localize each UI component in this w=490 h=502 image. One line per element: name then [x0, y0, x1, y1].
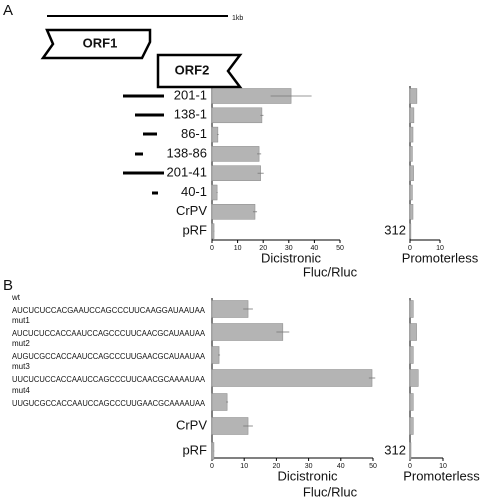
x-tick-label: 50: [336, 245, 344, 252]
x-tick-label: 40: [311, 245, 319, 252]
bar: [409, 107, 415, 124]
bar: [211, 126, 219, 143]
category-label: CrPV: [176, 417, 207, 432]
annotation: 312: [384, 442, 406, 457]
bar: [409, 184, 413, 201]
category-label: 138-86: [167, 145, 207, 160]
bar: [211, 204, 256, 220]
scale-label: 1kb: [232, 15, 243, 22]
bar: [211, 165, 261, 181]
x-axis-label: Promoterless: [402, 250, 479, 265]
category-label: mut4: [12, 386, 30, 395]
bar: [211, 369, 373, 387]
bar: [409, 204, 414, 220]
x-tick-label: 10: [436, 245, 444, 252]
bar: [409, 223, 412, 239]
x-tick-label: 0: [408, 245, 412, 252]
category-label: mut2: [12, 339, 30, 348]
orf-label: ORF1: [83, 35, 118, 50]
bar: [409, 146, 413, 162]
x-tick-label: 30: [305, 463, 313, 470]
bar: [409, 88, 418, 104]
x-tick-label: 20: [273, 463, 281, 470]
x-tick-label: 10: [240, 463, 248, 470]
bar: [409, 126, 414, 143]
category-label: 201-41: [167, 165, 207, 180]
category-label: 40-1: [181, 184, 207, 199]
category-label: mut1: [12, 316, 30, 325]
x-tick-label: 0: [210, 245, 214, 252]
bar: [409, 393, 414, 411]
x-tick-label: 20: [259, 245, 267, 252]
shared-axis-label: Fluc/Rluc: [303, 264, 358, 279]
x-tick-label: 30: [285, 245, 293, 252]
x-tick-label: 0: [210, 463, 214, 470]
x-tick-label: 40: [337, 463, 345, 470]
category-label: 201-1: [174, 87, 207, 102]
sequence: AUCUCUCCACCAAUCCAGCCCUUCAACGCAUAAUAA: [12, 329, 206, 338]
bar: [211, 393, 228, 411]
x-tick-label: 10: [234, 245, 242, 252]
category-label: mut3: [12, 362, 30, 371]
category-label: 86-1: [181, 126, 207, 141]
annotation: 312: [384, 223, 406, 238]
bar: [211, 323, 284, 341]
bar: [211, 223, 215, 239]
orf-arrow: [40, 28, 152, 60]
x-tick-label: 50: [369, 463, 377, 470]
category-label: pRF: [182, 223, 207, 238]
bar: [211, 184, 218, 201]
sequence: AUCUCUCCACGAAUCCAGCCCUUCAAGGAUAAUAA: [12, 306, 206, 315]
bar: [409, 417, 414, 435]
bar: [211, 417, 249, 435]
sequence: UUGUCGCCACCAAUCCAGCCCUUGAACGCAAAAUAA: [12, 399, 206, 408]
x-tick-label: 10: [439, 463, 447, 470]
orf-arrow: [156, 53, 243, 89]
sequence: UUCUCUCCACCAAUCCAGCCCUUCAACGCAAAAUAA: [12, 375, 206, 384]
x-axis-label: Promoterless: [403, 468, 480, 483]
bar: [211, 346, 220, 364]
x-axis-label: Dicistronic: [261, 250, 321, 265]
category-label: CrPV: [176, 203, 207, 218]
bar: [409, 165, 414, 181]
bar: [211, 300, 249, 318]
category-label: wt: [11, 293, 21, 302]
x-axis-label: Dicistronic: [278, 468, 338, 483]
bar: [409, 300, 414, 318]
bar: [409, 442, 412, 460]
panel-label: B: [3, 277, 13, 294]
bar: [409, 323, 417, 341]
bar: [409, 369, 419, 387]
sequence: AUGUCGCCACCAAUCCAGCCCUUGAACGCAUAAUAA: [12, 352, 206, 361]
x-tick-label: 0: [408, 463, 412, 470]
shared-axis-label: Fluc/Rluc: [303, 484, 358, 499]
bar: [211, 146, 260, 162]
fragment-lines: [123, 94, 164, 195]
category-label: pRF: [182, 442, 207, 457]
panel-label: A: [3, 2, 13, 19]
bar: [409, 346, 414, 364]
bar: [211, 107, 263, 124]
orf-label: ORF2: [175, 62, 210, 77]
category-label: 138-1: [174, 107, 207, 122]
